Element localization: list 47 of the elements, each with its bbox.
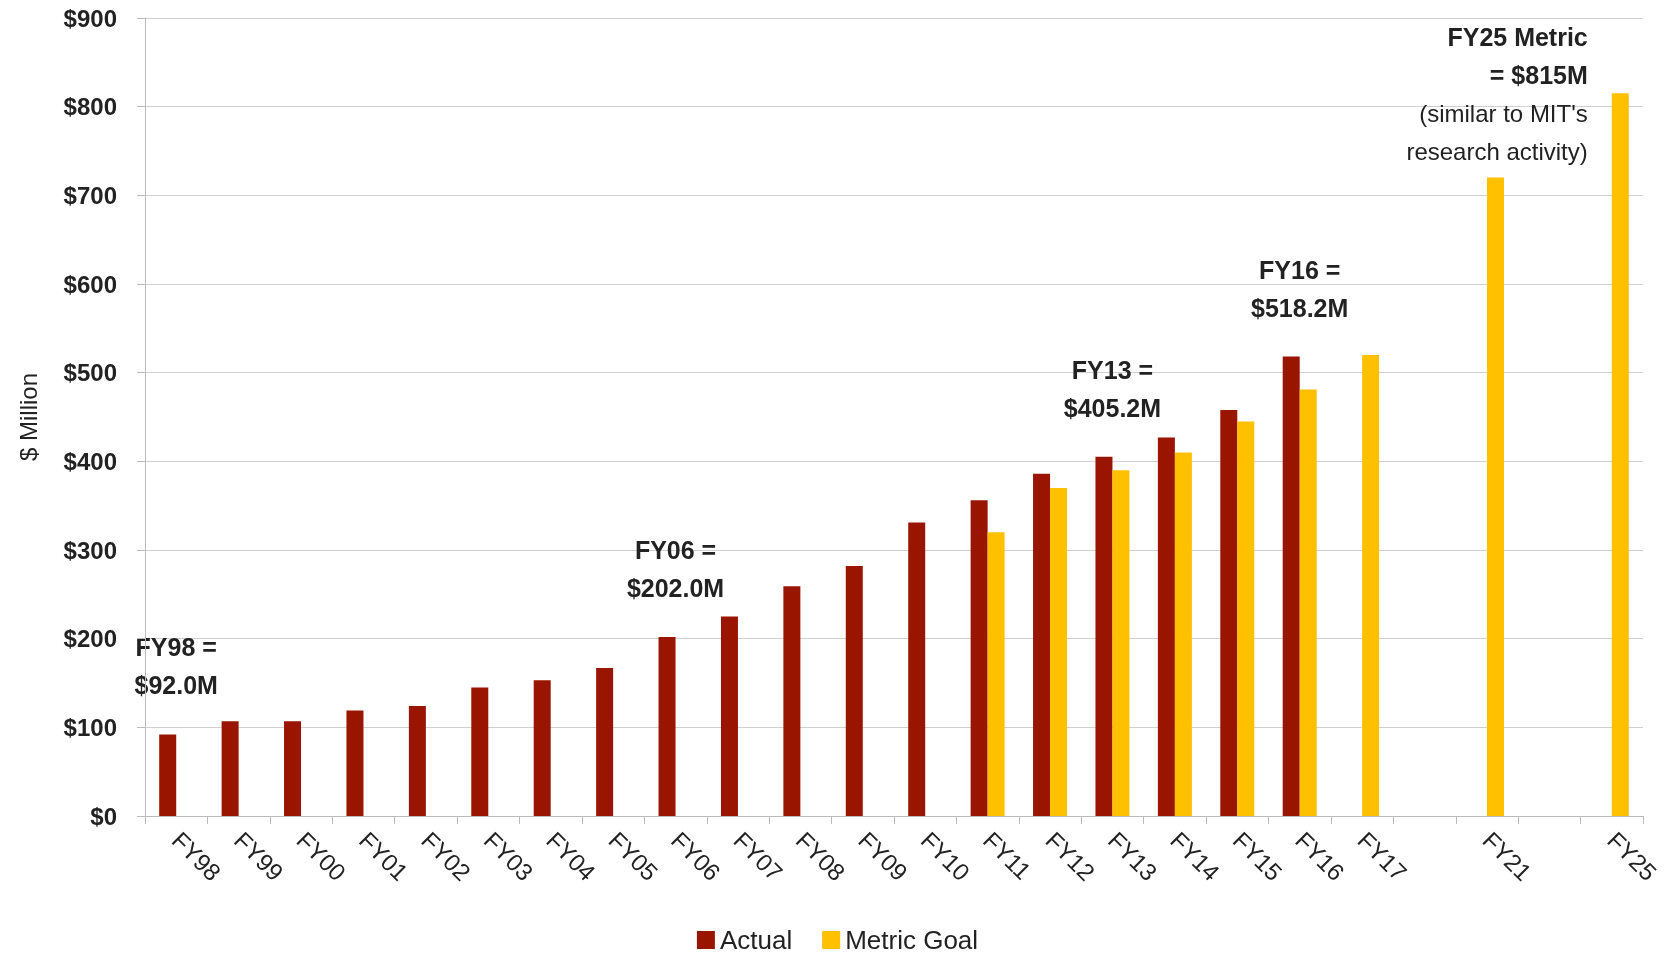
annotation: FY06 = $202.0M: [626, 535, 725, 602]
bar: [346, 710, 364, 816]
bar: [720, 616, 738, 816]
bar: [908, 522, 926, 816]
annotation: FY13 = $405.2M: [1063, 355, 1162, 422]
bar: [596, 667, 614, 816]
y-tick-label: $100: [63, 713, 117, 741]
bar: [658, 636, 676, 816]
bar: [221, 721, 239, 816]
annotation: FY25 Metric = $815M: [1447, 23, 1588, 89]
y-tick-label: $900: [63, 4, 117, 32]
bar: [1237, 421, 1255, 816]
bar: [987, 532, 1005, 816]
bar: [408, 706, 426, 816]
bar: [533, 680, 551, 816]
bar: [1299, 389, 1317, 816]
bar: [1611, 93, 1629, 816]
bar: [1174, 452, 1192, 816]
bar: [1033, 473, 1051, 816]
annotation: FY16 = $518.2M: [1251, 255, 1349, 322]
bar: [159, 734, 177, 816]
bar: [1112, 470, 1130, 816]
bar: [1050, 487, 1068, 816]
y-tick-label: $500: [63, 359, 117, 387]
bar: [970, 500, 988, 816]
legend-label: Metric Goal: [845, 925, 979, 955]
y-tick-label: $700: [63, 181, 117, 209]
y-tick-label: $200: [63, 625, 117, 653]
annotation: (similar to MIT's research activity): [1406, 99, 1588, 165]
bar: [1362, 354, 1380, 816]
y-tick-label: $400: [63, 447, 117, 475]
bar: [284, 721, 302, 816]
bar: [1282, 356, 1300, 816]
bar: [471, 687, 489, 816]
y-tick-label: $300: [63, 536, 117, 564]
legend-label: Actual: [719, 925, 793, 955]
bar: [1157, 437, 1175, 816]
bar: [1220, 409, 1238, 816]
bar: [1095, 456, 1113, 816]
annotation: FY98 = $92.0M: [134, 633, 218, 700]
bar: [1486, 177, 1504, 816]
bar: [783, 586, 801, 816]
y-axis-title: $ Million: [14, 372, 42, 462]
bar: [845, 565, 863, 816]
y-tick-label: $600: [63, 270, 117, 298]
y-tick-label: $0: [90, 802, 117, 830]
y-tick-label: $800: [63, 93, 117, 121]
